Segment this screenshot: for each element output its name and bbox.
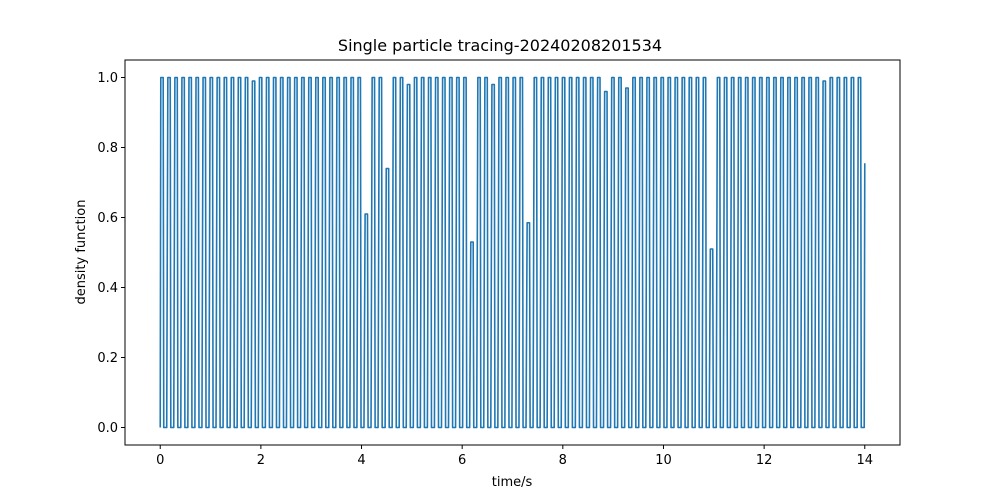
- x-axis: 0 2 4 6 8 10 12 14: [156, 445, 873, 468]
- series-line: [159, 76, 866, 429]
- y-tick-label: 0.8: [97, 141, 118, 156]
- y-tick-label: 0.4: [97, 281, 118, 296]
- x-axis-label: time/s: [492, 475, 533, 490]
- x-tick-label: 12: [756, 453, 773, 468]
- y-tick-label: 0.6: [97, 211, 118, 226]
- y-axis-label: density function: [74, 200, 89, 305]
- y-tick-label: 0.2: [97, 351, 118, 366]
- axes-frame: [124, 59, 901, 446]
- x-tick-label: 10: [655, 453, 672, 468]
- plot-area: [159, 76, 866, 429]
- x-tick-label: 4: [357, 453, 365, 468]
- x-tick-label: 8: [559, 453, 567, 468]
- y-tick-label: 1.0: [97, 71, 118, 86]
- y-axis: 0.0 0.2 0.4 0.6 0.8 1.0: [97, 71, 125, 436]
- x-tick-label: 14: [856, 453, 873, 468]
- y-tick-label: 0.0: [97, 421, 118, 436]
- x-tick-label: 6: [458, 453, 466, 468]
- x-tick-label: 0: [156, 453, 164, 468]
- x-tick-label: 2: [257, 453, 265, 468]
- chart-title: Single particle tracing-20240208201534: [338, 36, 662, 55]
